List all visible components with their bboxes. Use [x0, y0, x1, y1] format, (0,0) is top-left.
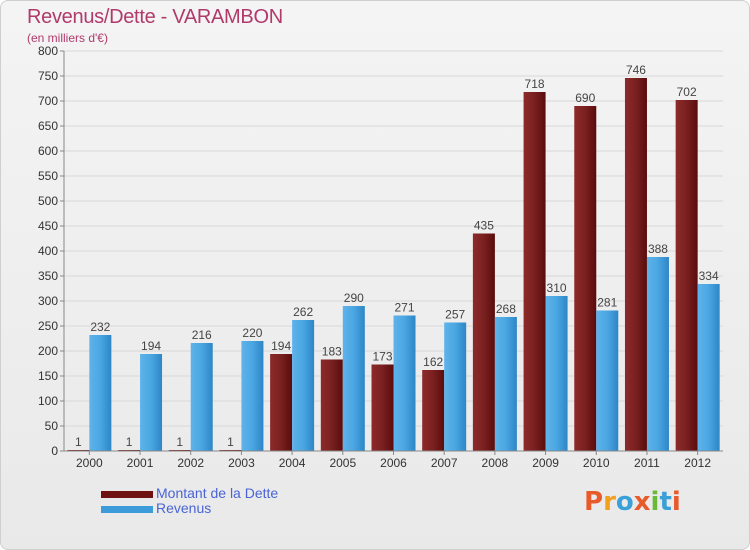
bar-revenue: [596, 310, 619, 451]
data-label-debt: 718: [525, 77, 545, 91]
data-label-revenue: 271: [394, 301, 414, 315]
bar-debt: [371, 364, 394, 451]
bar-revenue: [292, 320, 315, 451]
data-label-revenue: 268: [496, 302, 516, 316]
data-label-debt: 173: [372, 350, 392, 364]
x-tick-label: 2010: [583, 456, 610, 470]
data-label-revenue: 281: [597, 296, 617, 310]
data-label-revenue: 257: [445, 308, 465, 322]
bar-debt: [422, 370, 445, 451]
bar-debt: [574, 106, 597, 451]
data-label-revenue: 334: [699, 269, 719, 283]
data-label-debt: 194: [271, 339, 291, 353]
y-tick-label: 600: [38, 144, 58, 158]
data-label-revenue: 194: [141, 339, 161, 353]
logo-letter: r: [603, 487, 616, 517]
bar-revenue: [494, 317, 517, 451]
y-tick-label: 250: [38, 319, 58, 333]
bar-revenue: [342, 306, 365, 451]
x-tick-label: 2007: [431, 456, 458, 470]
y-tick-label: 650: [38, 119, 58, 133]
y-tick-label: 150: [38, 369, 58, 383]
data-label-revenue: 388: [648, 242, 668, 256]
chart-title: Revenus/Dette - VARAMBON: [27, 6, 283, 28]
y-tick-label: 0: [51, 444, 58, 458]
x-tick-label: 2002: [177, 456, 204, 470]
x-tick-label: 2001: [127, 456, 154, 470]
chart-subtitle: (en milliers d'€): [27, 31, 108, 45]
proxiti-logo: Proxiti: [584, 487, 681, 517]
y-tick-label: 400: [38, 244, 58, 258]
x-tick-label: 2008: [482, 456, 509, 470]
data-label-revenue: 310: [547, 281, 567, 295]
data-label-revenue: 216: [192, 328, 212, 342]
bar-debt: [320, 359, 343, 451]
y-tick-label: 50: [45, 419, 59, 433]
logo-letter: o: [615, 487, 634, 517]
y-tick-label: 800: [38, 44, 58, 58]
bar-revenue: [697, 284, 720, 451]
y-tick-label: 450: [38, 219, 58, 233]
bar-revenue: [545, 296, 568, 451]
logo-letter: i: [671, 487, 681, 517]
x-tick-label: 2011: [634, 456, 660, 470]
legend-label-debt: Montant de la Dette: [156, 485, 279, 501]
bar-debt: [624, 78, 647, 451]
bar-revenue: [444, 322, 467, 451]
bar-debt: [270, 354, 293, 451]
data-label-debt: 1: [126, 435, 133, 449]
x-tick-label: 2012: [684, 456, 711, 470]
y-tick-label: 700: [38, 94, 58, 108]
data-label-revenue: 290: [344, 291, 364, 305]
bar-revenue: [241, 341, 264, 451]
y-tick-label: 350: [38, 269, 58, 283]
legend-label-revenue: Revenus: [156, 500, 212, 516]
data-label-debt: 1: [176, 435, 183, 449]
y-tick-label: 750: [38, 69, 58, 83]
x-tick-label: 2003: [228, 456, 255, 470]
y-tick-label: 200: [38, 344, 58, 358]
data-label-debt: 1: [227, 435, 234, 449]
x-tick-label: 2000: [76, 456, 103, 470]
data-label-debt: 1: [75, 435, 82, 449]
data-label-revenue: 232: [90, 320, 110, 334]
bar-debt: [523, 92, 546, 451]
y-tick-label: 500: [38, 194, 58, 208]
data-label-revenue: 220: [242, 326, 262, 340]
x-tick-label: 2006: [380, 456, 407, 470]
y-tick-label: 100: [38, 394, 58, 408]
legend-swatch-debt: [101, 491, 153, 498]
legend-swatch-revenue: [101, 506, 153, 513]
x-tick-label: 2009: [532, 456, 559, 470]
bar-revenue: [89, 335, 112, 451]
bar-revenue: [646, 257, 669, 451]
y-tick-label: 550: [38, 169, 58, 183]
logo-letter: t: [659, 487, 672, 517]
bar-revenue: [140, 354, 163, 451]
data-label-debt: 746: [626, 63, 646, 77]
data-label-debt: 690: [575, 91, 595, 105]
x-tick-label: 2004: [279, 456, 306, 470]
data-label-debt: 183: [322, 345, 342, 359]
bar-debt: [675, 100, 698, 451]
logo-letter: i: [650, 487, 660, 517]
y-tick-label: 300: [38, 294, 58, 308]
logo-letter: x: [633, 487, 651, 517]
x-tick-label: 2005: [329, 456, 356, 470]
bar-revenue: [393, 315, 416, 451]
data-label-revenue: 262: [293, 305, 313, 319]
data-label-debt: 702: [677, 85, 697, 99]
bar-revenue: [190, 343, 213, 451]
bar-debt: [472, 233, 495, 451]
logo-letter: P: [584, 487, 604, 517]
data-label-debt: 162: [423, 355, 443, 369]
data-label-debt: 435: [474, 219, 494, 233]
